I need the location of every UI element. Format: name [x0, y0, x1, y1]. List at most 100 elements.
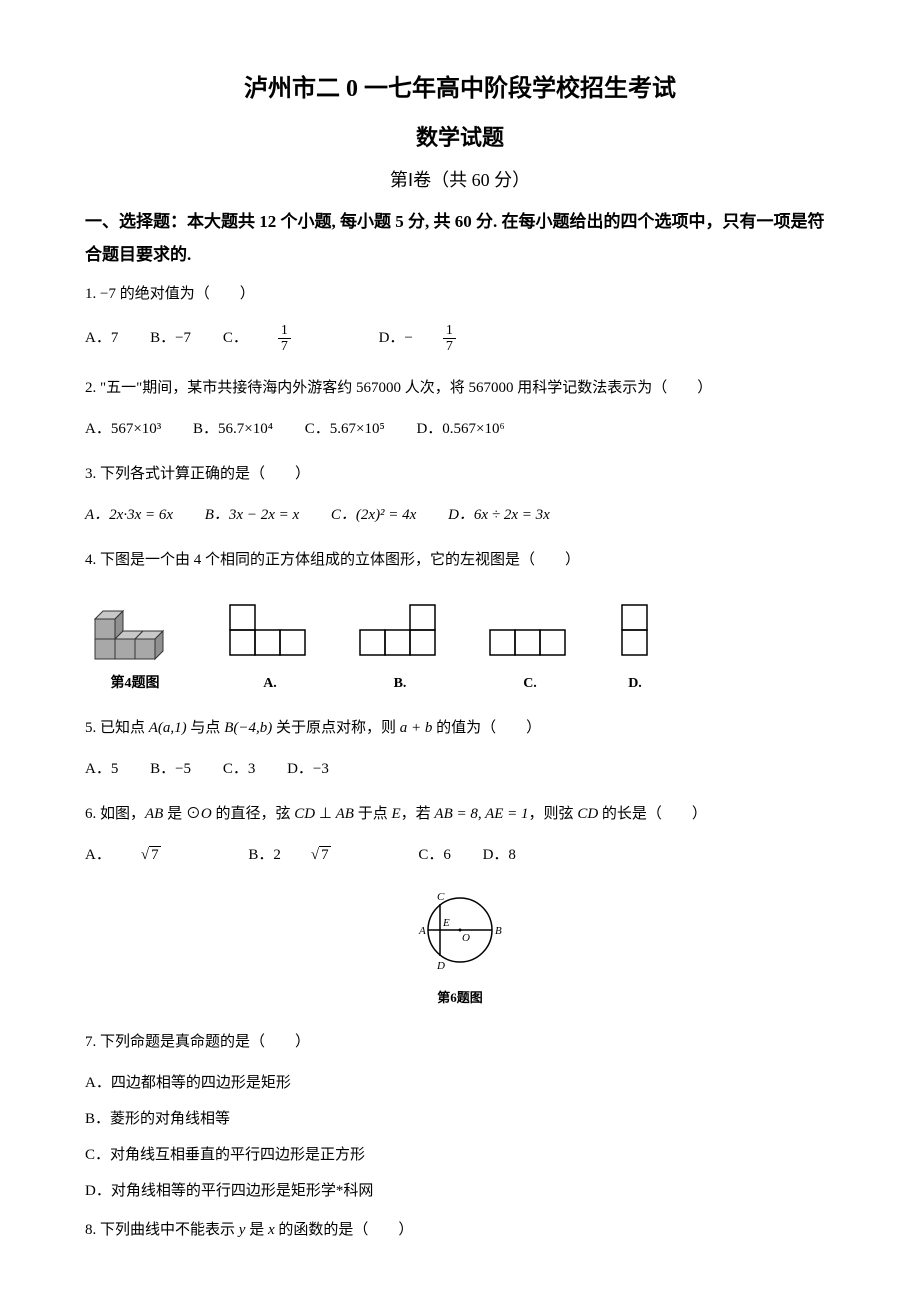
q6-option-c: C．6: [418, 847, 451, 863]
q1-d-prefix: D．−: [379, 330, 413, 346]
q5-text: 5. 已知点 A(a,1) 与点 B(−4,b) 关于原点对称，则 a + b …: [85, 713, 835, 743]
q1-d-frac: 17: [443, 323, 484, 355]
q6-cd: CD: [294, 806, 315, 822]
q1-c-frac: 17: [278, 323, 319, 355]
q8-t1: 8. 下列曲线中不能表示: [85, 1222, 239, 1238]
q6-caption: 第6题图: [85, 988, 835, 1009]
q1-d-num: 1: [443, 323, 456, 339]
q7-option-a: A．四边都相等的四边形是矩形: [85, 1071, 835, 1095]
q4-figures: 第4题图 A. B. C. D.: [85, 589, 835, 695]
title-main: 泸州市二 0 一七年高中阶段学校招生考试: [85, 70, 835, 108]
q5-expr: a + b: [400, 720, 433, 736]
q2-text: 2. "五一"期间，某市共接待海内外游客约 567000 人次，将 567000…: [85, 373, 835, 403]
q1-c-den: 7: [278, 339, 291, 354]
q6-o: O: [201, 806, 212, 822]
q6-option-b: B．2 7: [248, 847, 386, 863]
q6-a-rad: 7: [149, 846, 161, 863]
q6-lbl-c: C: [437, 891, 445, 903]
q1-option-b: B．−7: [150, 330, 191, 346]
q7-options: A．四边都相等的四边形是矩形 B．菱形的对角线相等 C．对角线互相垂直的平行四边…: [85, 1071, 835, 1203]
q6-lbl-a: A: [418, 925, 426, 937]
q6-t3: 的直径，弦: [212, 806, 295, 822]
q4-text: 4. 下图是一个由 4 个相同的正方体组成的立体图形，它的左视图是（ ）: [85, 545, 835, 575]
q6-b-prefix: B．2: [248, 847, 281, 863]
q4-option-c-fig: C.: [485, 602, 575, 695]
q1-options: A．7 B．−7 C．17 D．−17: [85, 323, 835, 355]
q6-t6: ，若: [401, 806, 435, 822]
q4-solid: 第4题图: [85, 589, 185, 695]
q6-t8: 的长是（ ）: [598, 806, 707, 822]
q2-option-a: A．567×10³: [85, 421, 161, 437]
q4-c-svg: [485, 602, 575, 660]
q6-lbl-d: D: [436, 960, 445, 972]
q6-t2: 是 ⊙: [163, 806, 201, 822]
q3-option-b: B．3x − 2x = x: [205, 507, 299, 523]
q2-option-d: D．0.567×10⁶: [416, 421, 504, 437]
q4-d-label: D.: [615, 673, 655, 695]
q5-t1: 5. 已知点: [85, 720, 149, 736]
q1-c-num: 1: [278, 323, 291, 339]
q4-solid-svg: [85, 589, 185, 669]
q5-t2: 与点: [187, 720, 225, 736]
q4-d-svg: [615, 602, 655, 660]
q6-a-sqrt: 7: [139, 843, 189, 867]
q4-a-svg: [225, 602, 315, 660]
q8-t3: 的函数的是（ ）: [275, 1222, 414, 1238]
q7-option-c: C．对角线互相垂直的平行四边形是正方形: [85, 1143, 835, 1167]
q2-option-c: C．5.67×10⁵: [305, 421, 385, 437]
q6-ab2: AB: [336, 806, 354, 822]
q5-apoint: A(a,1): [149, 720, 187, 736]
q2-option-b: B．56.7×10⁴: [193, 421, 273, 437]
q6-t4: ⊥: [315, 806, 336, 822]
q8-text: 8. 下列曲线中不能表示 y 是 x 的函数的是（ ）: [85, 1215, 835, 1245]
q6-option-a: A． 7: [85, 847, 217, 863]
section-header: 一、选择题：本大题共 12 个小题, 每小题 5 分, 共 60 分. 在每小题…: [85, 206, 835, 271]
q6-cd2: CD: [577, 806, 598, 822]
q6-b-sqrt: 7: [309, 843, 359, 867]
q4-option-d-fig: D.: [615, 602, 655, 695]
q4-option-b-fig: B.: [355, 602, 445, 695]
q6-t1: 6. 如图，: [85, 806, 145, 822]
q6-a-prefix: A．: [85, 847, 111, 863]
q5-option-b: B．−5: [150, 761, 191, 777]
q7-option-b: B．菱形的对角线相等: [85, 1107, 835, 1131]
q3-option-c: C．(2x)² = 4x: [331, 507, 416, 523]
title-section: 第Ⅰ卷（共 60 分）: [85, 166, 835, 195]
q5-option-c: C．3: [223, 761, 256, 777]
q4-b-svg: [355, 602, 445, 660]
q6-lbl-b: B: [495, 925, 502, 937]
q1-text: 1. −7 的绝对值为（ ）: [85, 279, 835, 309]
q1-d-den: 7: [443, 339, 456, 354]
q6-figure: A B C D E O 第6题图: [85, 885, 835, 1008]
q6-b-rad: 7: [319, 846, 331, 863]
q5-option-d: D．−3: [287, 761, 329, 777]
q7-text: 7. 下列命题是真命题的是（ ）: [85, 1027, 835, 1057]
q1-c-prefix: C．: [223, 330, 248, 346]
q3-options: A．2x·3x = 6x B．3x − 2x = x C．(2x)² = 4x …: [85, 503, 835, 527]
q5-options: A．5 B．−5 C．3 D．−3: [85, 757, 835, 781]
q2-options: A．567×10³ B．56.7×10⁴ C．5.67×10⁵ D．0.567×…: [85, 417, 835, 441]
q6-ab: AB: [145, 806, 163, 822]
q5-t4: 的值为（ ）: [432, 720, 541, 736]
q4-b-label: B.: [355, 673, 445, 695]
q5-bpoint: B(−4,b): [224, 720, 272, 736]
q4-solid-caption: 第4题图: [85, 673, 185, 695]
q5-option-a: A．5: [85, 761, 118, 777]
q7-option-d: D．对角线相等的平行四边形是矩形学*科网: [85, 1179, 835, 1203]
q8-t2: 是: [245, 1222, 268, 1238]
q6-lbl-e: E: [442, 917, 450, 929]
title-sub: 数学试题: [85, 120, 835, 155]
q6-e: E: [391, 806, 400, 822]
q1-option-d: D．−17: [379, 330, 512, 346]
q6-text: 6. 如图，AB 是 ⊙O 的直径，弦 CD ⊥ AB 于点 E，若 AB = …: [85, 799, 835, 829]
q4-c-label: C.: [485, 673, 575, 695]
q3-text: 3. 下列各式计算正确的是（ ）: [85, 459, 835, 489]
q3-option-a: A．2x·3x = 6x: [85, 507, 173, 523]
q1-option-a: A．7: [85, 330, 118, 346]
q3-option-d: D．6x ÷ 2x = 3x: [448, 507, 550, 523]
q6-circle-svg: A B C D E O: [405, 885, 515, 975]
q4-option-a-fig: A.: [225, 602, 315, 695]
q4-a-label: A.: [225, 673, 315, 695]
q5-t3: 关于原点对称，则: [272, 720, 400, 736]
q6-lbl-o: O: [462, 932, 470, 944]
